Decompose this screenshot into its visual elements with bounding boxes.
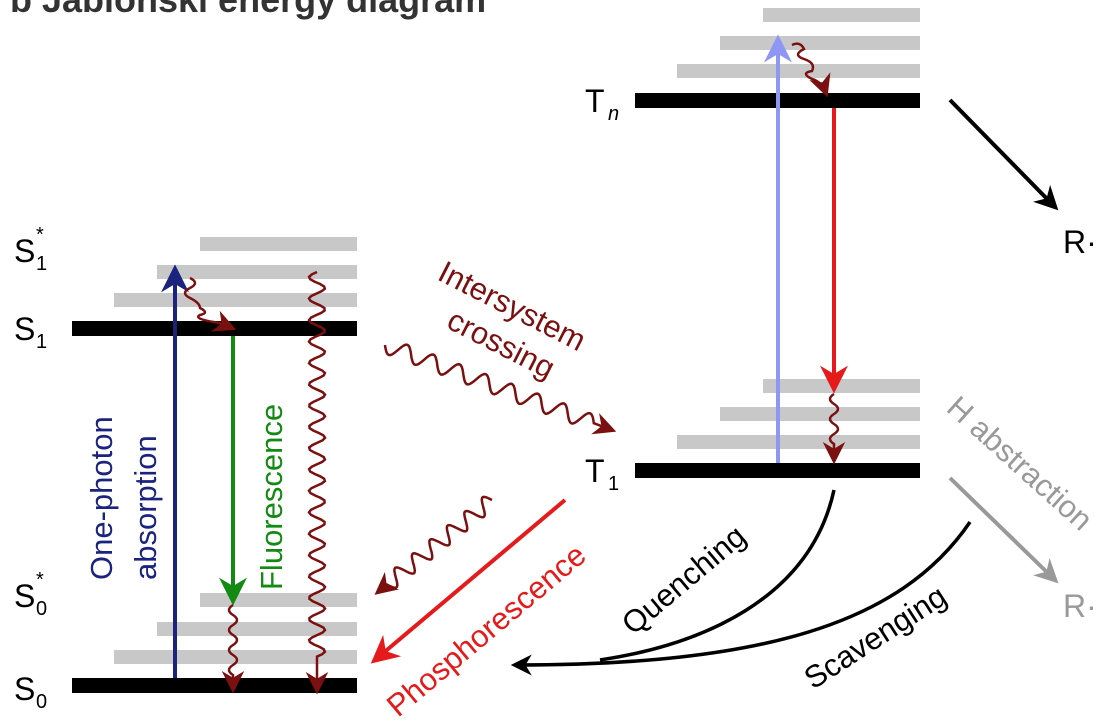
svg-text:S: S [14,578,35,614]
svg-text:*: * [36,224,44,246]
svg-text:1: 1 [36,253,47,275]
s0-vib-level [200,593,357,607]
svg-text:S: S [14,671,35,707]
label-fluorescence: Fluorescence [254,404,289,590]
s1-vib-level [200,237,357,251]
vib-relaxation-s1-wavy-arrow [183,276,237,332]
t1-vib-level [720,407,920,421]
label-quenching: Quenching [615,518,752,641]
tn-vib-level [763,8,920,22]
svg-text:0: 0 [36,691,47,713]
tn-vib-level [677,64,920,78]
svg-text:1: 1 [608,473,619,495]
vib-relaxation-s0-wavy-arrow [221,603,245,694]
s1-vib-level [157,265,357,279]
internal-conversion-wavy-arrow [305,270,329,695]
svg-text:1: 1 [36,331,47,353]
label-s1: S 1 [14,311,47,353]
isc-wavy-arrow [383,343,617,435]
label-absorption-line2: absorption [128,435,163,580]
label-s0: S 0 [14,671,47,713]
label-radical: R· [1063,224,1097,260]
svg-text:T: T [585,83,605,119]
triplet-vibrational-levels [677,8,920,449]
label-s0-star: S 0 * [14,569,47,620]
vib-relaxation-tn-wavy-arrow [791,42,831,98]
label-absorption-line1: One-photon [84,416,119,580]
svg-text:T: T [585,453,605,489]
svg-text:0: 0 [36,598,47,620]
label-scavenging: Scavenging [798,578,953,696]
s0-vib-level [157,622,357,636]
label-s1-star: S 1 * [14,224,47,275]
phosphorescence-emission-wavy-arrow [374,495,493,595]
label-t1: T 1 [585,453,619,495]
scavenging-curve [510,521,972,676]
h-abstraction-arrow [948,476,1059,584]
label-radical-gray: R· [1063,588,1097,624]
t1-level [635,463,920,478]
t1-vib-level [677,435,920,449]
label-tn: T n [585,83,619,125]
svg-text:S: S [14,311,35,347]
phosphorescence-arrow [370,498,567,664]
quenching-curve [599,489,836,662]
diagram-title: b Jablonski energy diagram [10,0,486,20]
vib-relaxation-t1-wavy-arrow [822,392,846,465]
tn-reaction-arrow [948,98,1059,211]
svg-text:S: S [14,233,35,269]
tn-vib-level [720,36,920,50]
svg-text:n: n [608,103,619,125]
t1-vib-level [763,379,920,393]
s0-level [72,678,357,693]
label-h-abstraction: H abstraction [940,389,1099,537]
svg-text:*: * [36,569,44,591]
